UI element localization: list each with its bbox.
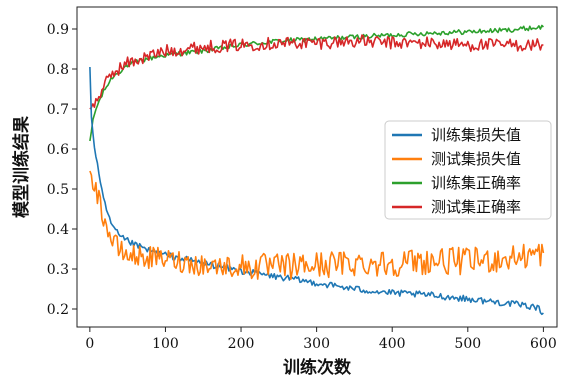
- y-tick-label: 0.2: [47, 302, 69, 318]
- legend-label: 测试集正确率: [431, 198, 521, 216]
- x-tick-label: 200: [228, 336, 255, 352]
- x-tick-label: 300: [303, 336, 330, 352]
- y-tick-label: 0.9: [47, 22, 69, 38]
- y-tick-label: 0.6: [47, 142, 69, 158]
- series-line-0: [89, 66, 544, 316]
- series-line-3: [89, 34, 544, 110]
- series-line-2: [89, 24, 544, 142]
- legend-label: 训练集正确率: [431, 174, 521, 192]
- legend-label: 测试集损失值: [431, 150, 521, 168]
- axis-ticks: 0 100 200 300 400 500 600 0.2 0.3 0.4 0.5 0.6 0.7 0.8…: [47, 22, 557, 352]
- plot-series-layer: [89, 24, 545, 316]
- y-tick-label: 0.8: [47, 62, 69, 78]
- y-axis-title: 模型训练结果: [11, 116, 32, 218]
- y-tick-label: 0.7: [47, 102, 69, 118]
- x-axis-title: 训练次数: [283, 357, 352, 378]
- y-tick-label: 0.3: [47, 262, 69, 278]
- y-tick-label: 0.4: [47, 222, 69, 238]
- x-tick-label: 400: [379, 336, 406, 352]
- x-tick-label: 500: [454, 336, 481, 352]
- legend-label: 训练集损失值: [431, 126, 521, 144]
- y-tick-label: 0.5: [47, 182, 69, 198]
- x-tick-label: 600: [530, 336, 557, 352]
- legend-frame: [384, 120, 552, 220]
- x-tick-label: 0: [85, 336, 94, 352]
- x-tick-label: 100: [152, 336, 179, 352]
- series-line-1: [89, 170, 545, 280]
